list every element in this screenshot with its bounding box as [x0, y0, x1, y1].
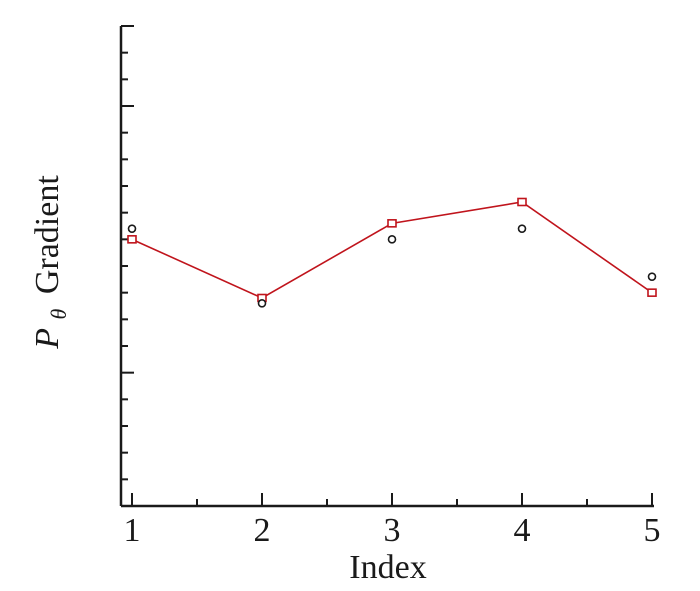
series-line	[131, 201, 653, 299]
ticks-layer	[121, 25, 653, 507]
circle-marker	[127, 224, 137, 233]
y-axis-title-text: Gradient	[29, 175, 66, 295]
x-axis-title: Index	[349, 549, 426, 586]
x-tick-label: 3	[384, 512, 401, 549]
square-marker	[127, 235, 137, 244]
square-marker	[647, 288, 657, 297]
series-layer	[127, 197, 657, 308]
y-axis-title-subscript: θ	[46, 308, 71, 319]
circle-marker	[517, 224, 527, 233]
x-tick-label: 1	[124, 512, 141, 549]
circle-marker	[257, 299, 267, 308]
x-tick-label: 2	[254, 512, 271, 549]
x-tick-label: 5	[644, 512, 661, 549]
square-marker	[517, 197, 527, 207]
x-tick-labels: 1 2 3 4 5	[124, 512, 661, 549]
circle-marker	[387, 235, 397, 244]
y-axis-title: P θ Gradient	[29, 175, 74, 350]
x-tick-label: 4	[514, 512, 531, 549]
circle-marker	[647, 272, 657, 281]
y-axis-title-symbol: P	[29, 328, 66, 350]
square-marker	[387, 219, 397, 228]
